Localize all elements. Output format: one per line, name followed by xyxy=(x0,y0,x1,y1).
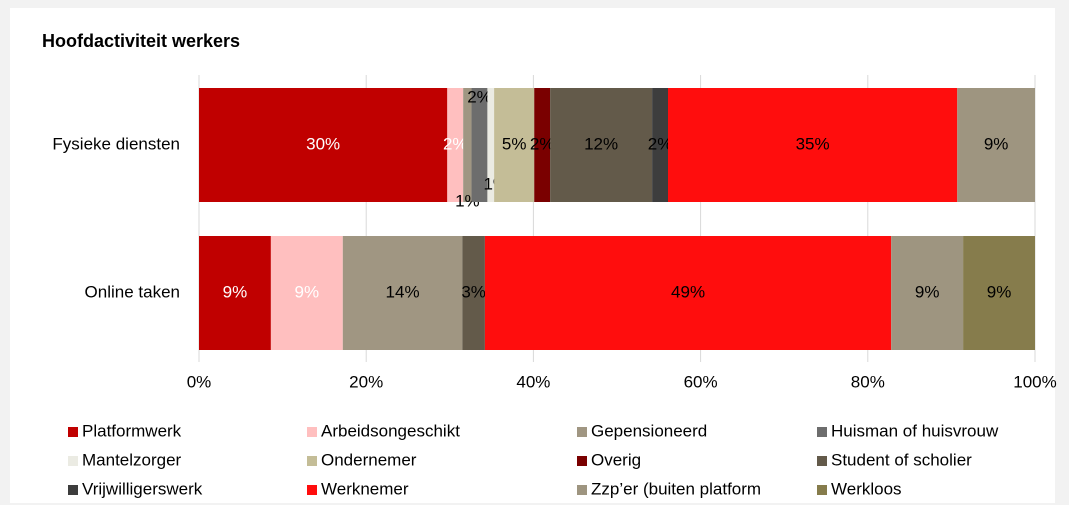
bar-segment xyxy=(199,88,448,202)
legend-swatch xyxy=(68,456,78,466)
chart-title: Hoofdactiviteit werkers xyxy=(42,31,240,51)
legend-swatch xyxy=(307,485,317,495)
bar-segment xyxy=(963,236,1035,350)
legend-label: Arbeidsongeschikt xyxy=(321,421,460,440)
x-tick-label: 60% xyxy=(684,372,718,391)
data-label: 2% xyxy=(443,134,468,153)
legend-label: Zzp’er (buiten platform xyxy=(591,479,761,498)
bar-segment xyxy=(270,236,343,350)
legend-label: Werknemer xyxy=(321,479,409,498)
legend-label: Platformwerk xyxy=(82,421,182,440)
legend-swatch xyxy=(307,456,317,466)
legend-label: Vrijwilligerswerk xyxy=(82,479,203,498)
data-label: 12% xyxy=(584,134,618,153)
data-label: 49% xyxy=(671,282,705,301)
x-tick-label: 80% xyxy=(851,372,885,391)
bar-segment xyxy=(447,88,464,202)
x-tick-label: 20% xyxy=(349,372,383,391)
data-label: 2% xyxy=(530,134,555,153)
legend-label: Overig xyxy=(591,450,641,469)
data-label: 14% xyxy=(386,282,420,301)
legend-label: Mantelzorger xyxy=(82,450,182,469)
legend-label: Gepensioneerd xyxy=(591,421,707,440)
bar-segment xyxy=(652,88,668,202)
data-label: 9% xyxy=(984,134,1009,153)
category-label: Online taken xyxy=(85,282,180,301)
data-label: 30% xyxy=(306,134,340,153)
bar-segment xyxy=(484,236,892,350)
data-label: 5% xyxy=(502,134,527,153)
data-label: 9% xyxy=(987,282,1012,301)
bar-segment xyxy=(342,236,463,350)
data-label: 35% xyxy=(796,134,830,153)
bar-segment xyxy=(534,88,551,202)
legend-swatch xyxy=(577,427,587,437)
legend-label: Ondernemer xyxy=(321,450,417,469)
legend-label: Werkloos xyxy=(831,479,902,498)
legend-label: Huisman of huisvrouw xyxy=(831,421,999,440)
legend-swatch xyxy=(817,456,827,466)
legend-swatch xyxy=(68,427,78,437)
x-tick-label: 40% xyxy=(516,372,550,391)
bar-segment xyxy=(494,88,535,202)
bar-segment xyxy=(462,236,485,350)
bar-segment xyxy=(487,88,495,202)
data-label: 2% xyxy=(648,134,673,153)
bar-segment xyxy=(463,88,472,202)
bar-segment xyxy=(199,236,271,350)
legend-label: Student of scholier xyxy=(831,450,972,469)
legend-swatch xyxy=(307,427,317,437)
bar-segment xyxy=(667,88,958,202)
bar-segment xyxy=(471,88,488,202)
x-tick-label: 100% xyxy=(1013,372,1056,391)
legend-swatch xyxy=(817,485,827,495)
bar-segment xyxy=(957,88,1035,202)
x-tick-label: 0% xyxy=(187,372,212,391)
legend-swatch xyxy=(577,485,587,495)
data-label: 9% xyxy=(295,282,320,301)
data-label: 2% xyxy=(467,87,492,106)
data-label: 9% xyxy=(223,282,248,301)
legend-swatch xyxy=(817,427,827,437)
bar-segment xyxy=(550,88,653,202)
legend-swatch xyxy=(68,485,78,495)
bar-segment xyxy=(891,236,964,350)
legend-swatch xyxy=(577,456,587,466)
data-label: 3% xyxy=(461,282,486,301)
category-label: Fysieke diensten xyxy=(52,134,180,153)
data-label: 9% xyxy=(915,282,940,301)
